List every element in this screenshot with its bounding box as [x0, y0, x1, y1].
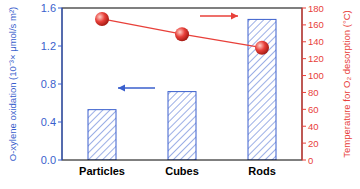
- y-tick: [58, 8, 62, 9]
- y2-tick-label: 100: [308, 70, 324, 81]
- y2-tick-label: 140: [308, 36, 324, 47]
- y2-tick: [302, 75, 306, 76]
- arrow-right-head: [231, 13, 238, 20]
- x-tick-label: Cubes: [165, 165, 199, 177]
- y2-tick-label: 60: [308, 104, 319, 115]
- bar: [168, 92, 196, 160]
- y2-tick: [302, 41, 306, 42]
- y-tick-label: 0.4: [41, 116, 56, 128]
- y2-tick: [302, 8, 306, 9]
- y2-tick: [302, 143, 306, 144]
- chart: 0.0 0.4 0.8 1.2 1.6 0 20 40 60 80 100 120 140 160 180 P…: [0, 0, 360, 189]
- y2-tick: [302, 109, 306, 110]
- y-tick: [58, 46, 62, 47]
- y-tick: [58, 160, 62, 161]
- y2-tick: [302, 58, 306, 59]
- arrow-left-head: [118, 85, 125, 92]
- y2-tick: [302, 160, 306, 161]
- y-tick-label: 1.6: [41, 2, 56, 14]
- line: [102, 19, 262, 48]
- marker: [255, 41, 269, 55]
- y2-tick-label: 0: [308, 155, 313, 166]
- y-tick: [58, 122, 62, 123]
- y2-tick-label: 160: [308, 19, 324, 30]
- marks: [88, 12, 276, 160]
- y2-tick: [302, 126, 306, 127]
- x-tick-label: Rods: [248, 165, 276, 177]
- y2-tick-label: 120: [308, 53, 324, 64]
- frame: [62, 8, 302, 160]
- x-tick-label: Particles: [79, 165, 125, 177]
- y2-axis-title: Temperature for O₂ desorption (°C): [341, 10, 352, 157]
- y2-tick-label: 80: [308, 87, 319, 98]
- y2-tick: [302, 92, 306, 93]
- bar: [88, 110, 116, 160]
- bar: [248, 19, 276, 160]
- y2-tick-label: 180: [308, 3, 324, 14]
- y2-tick-label: 40: [308, 121, 319, 132]
- y2-tick-label: 20: [308, 138, 319, 149]
- y2-axis: [301, 8, 302, 160]
- y-axis-title: O-xylene oxidation (10⁻³× μmol/s m²): [7, 7, 18, 161]
- y-tick: [58, 84, 62, 85]
- y-tick-label: 1.2: [41, 40, 56, 52]
- y2-tick: [302, 24, 306, 25]
- y-tick-label: 0.0: [41, 154, 56, 166]
- marker: [175, 27, 189, 41]
- y-tick-label: 0.8: [41, 78, 56, 90]
- marker: [95, 12, 109, 26]
